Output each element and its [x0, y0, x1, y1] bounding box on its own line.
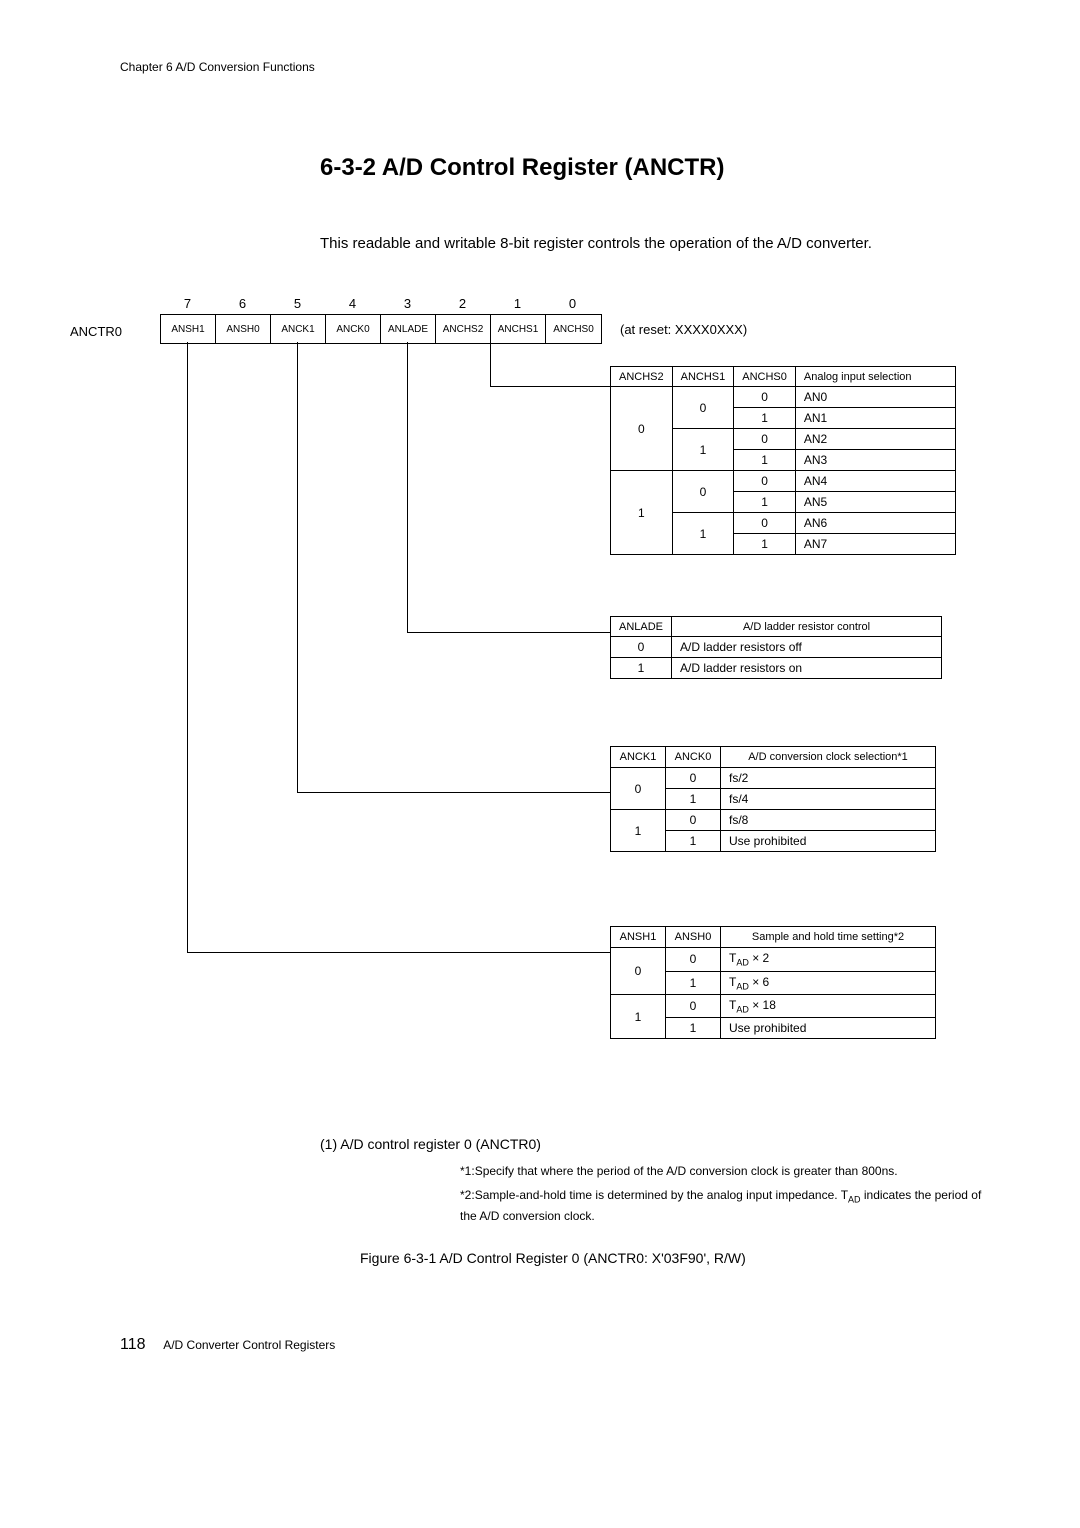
td: 0 [666, 768, 721, 789]
td: AN2 [795, 429, 955, 450]
td: fs/2 [721, 768, 936, 789]
td: AN4 [795, 471, 955, 492]
analog-input-table: ANCHS2 ANCHS1 ANCHS0 Analog input select… [610, 366, 956, 555]
td: 1 [734, 450, 796, 471]
th: Analog input selection [795, 367, 955, 387]
reset-value: (at reset: XXXX0XXX) [620, 322, 747, 337]
td: Use prohibited [721, 831, 936, 852]
td: fs/4 [721, 789, 936, 810]
bit-num: 7 [160, 296, 215, 311]
td: AN0 [795, 387, 955, 408]
th: ANSH1 [611, 927, 666, 948]
td: 1 [611, 995, 666, 1039]
section-title: 6-3-2 A/D Control Register (ANCTR) [320, 154, 1000, 182]
td: 0 [734, 513, 796, 534]
page-number: 118 [120, 1336, 146, 1354]
bit-num: 3 [380, 296, 435, 311]
ladder-control-table: ANLADE A/D ladder resistor control 0 A/D… [610, 616, 942, 679]
td: 1 [611, 810, 666, 852]
register-diagram: 7 6 5 4 3 2 1 0 ANCTR0 ANSH1 ANSH0 ANCK1… [80, 296, 980, 1116]
intro-paragraph: This readable and writable 8-bit registe… [320, 232, 1000, 256]
td: 1 [734, 492, 796, 513]
td: 1 [666, 789, 721, 810]
sample-hold-table: ANSH1 ANSH0 Sample and hold time setting… [610, 926, 936, 1039]
footnotes: *1:Specify that where the period of the … [460, 1162, 1000, 1225]
note-label: *2: [460, 1188, 475, 1202]
bit-num: 6 [215, 296, 270, 311]
td: A/D ladder resistors off [672, 637, 942, 658]
figure-caption: Figure 6-3-1 A/D Control Register 0 (ANC… [360, 1250, 1000, 1266]
th: A/D conversion clock selection*1 [721, 747, 936, 768]
bit-num: 4 [325, 296, 380, 311]
th: A/D ladder resistor control [672, 617, 942, 637]
th: ANLADE [611, 617, 672, 637]
td: 1 [734, 534, 796, 555]
bit-num: 0 [545, 296, 600, 311]
clock-selection-table: ANCK1 ANCK0 A/D conversion clock selecti… [610, 746, 936, 852]
bit-numbers-row: 7 6 5 4 3 2 1 0 [160, 296, 600, 311]
bit-num: 5 [270, 296, 325, 311]
td: AN3 [795, 450, 955, 471]
td: 0 [611, 768, 666, 810]
reg-field: ANLADE [381, 315, 436, 343]
td: 1 [611, 471, 673, 555]
td: AN1 [795, 408, 955, 429]
register-caption: (1) A/D control register 0 (ANCTR0) [320, 1136, 1000, 1152]
reg-field: ANCHS2 [436, 315, 491, 343]
td: TAD × 6 [721, 971, 936, 994]
reg-field: ANSH0 [216, 315, 271, 343]
td: 0 [734, 471, 796, 492]
td: 1 [666, 1018, 721, 1039]
td: 0 [666, 948, 721, 971]
bit-num: 2 [435, 296, 490, 311]
td: 1 [666, 831, 721, 852]
td: 0 [611, 387, 673, 471]
reg-field: ANCK1 [271, 315, 326, 343]
td: 0 [672, 471, 734, 513]
th: Sample and hold time setting*2 [721, 927, 936, 948]
th: ANCHS0 [734, 367, 796, 387]
td: AN5 [795, 492, 955, 513]
td: 1 [611, 658, 672, 679]
chapter-header: Chapter 6 A/D Conversion Functions [120, 60, 1000, 74]
td: AN6 [795, 513, 955, 534]
th: ANCHS1 [672, 367, 734, 387]
reg-field: ANCK0 [326, 315, 381, 343]
td: 0 [672, 387, 734, 429]
td: 0 [611, 948, 666, 995]
note-label: *1: [460, 1164, 475, 1178]
register-field-row: ANSH1 ANSH0 ANCK1 ANCK0 ANLADE ANCHS2 AN… [160, 314, 602, 344]
reg-field: ANCHS1 [491, 315, 546, 343]
td: 1 [672, 429, 734, 471]
td: 0 [666, 995, 721, 1018]
note-text: Specify that where the period of the A/D… [475, 1164, 898, 1178]
td: TAD × 18 [721, 995, 936, 1018]
td: 0 [734, 387, 796, 408]
td: A/D ladder resistors on [672, 658, 942, 679]
bit-num: 1 [490, 296, 545, 311]
reg-field: ANCHS0 [546, 315, 601, 343]
page-footer: 118 A/D Converter Control Registers [120, 1336, 1000, 1354]
td: 1 [672, 513, 734, 555]
th: ANSH0 [666, 927, 721, 948]
td: 0 [666, 810, 721, 831]
footer-text: A/D Converter Control Registers [163, 1338, 335, 1352]
td: Use prohibited [721, 1018, 936, 1039]
td: 0 [611, 637, 672, 658]
td: 1 [666, 971, 721, 994]
td: 0 [734, 429, 796, 450]
td: AN7 [795, 534, 955, 555]
register-label: ANCTR0 [70, 324, 122, 339]
th: ANCK0 [666, 747, 721, 768]
td: TAD × 2 [721, 948, 936, 971]
td: fs/8 [721, 810, 936, 831]
td: 1 [734, 408, 796, 429]
reg-field: ANSH1 [161, 315, 216, 343]
note-text: Sample-and-hold time is determined by th… [460, 1188, 981, 1223]
th: ANCK1 [611, 747, 666, 768]
th: ANCHS2 [611, 367, 673, 387]
